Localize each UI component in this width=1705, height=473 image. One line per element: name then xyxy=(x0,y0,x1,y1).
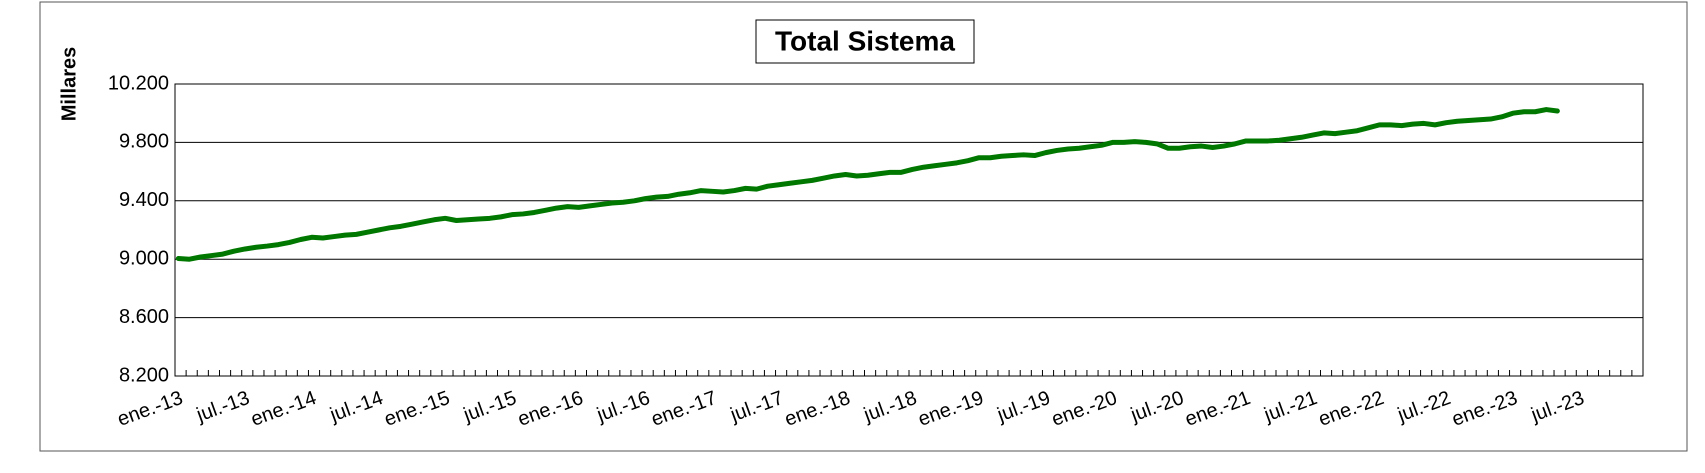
y-tick-label: 8.200 xyxy=(119,364,169,386)
chart-title: Total Sistema xyxy=(775,25,955,56)
y-tick-label: 8.600 xyxy=(119,306,169,328)
y-axis-label: Millares xyxy=(58,47,80,121)
title-box xyxy=(755,19,975,64)
y-tick-label: 9.400 xyxy=(119,189,169,211)
chart-frame xyxy=(39,1,1688,452)
y-tick-label: 10.200 xyxy=(108,72,169,94)
y-tick-label: 9.800 xyxy=(119,131,169,153)
line-series xyxy=(175,107,1560,262)
y-tick-label: 9.000 xyxy=(119,247,169,269)
